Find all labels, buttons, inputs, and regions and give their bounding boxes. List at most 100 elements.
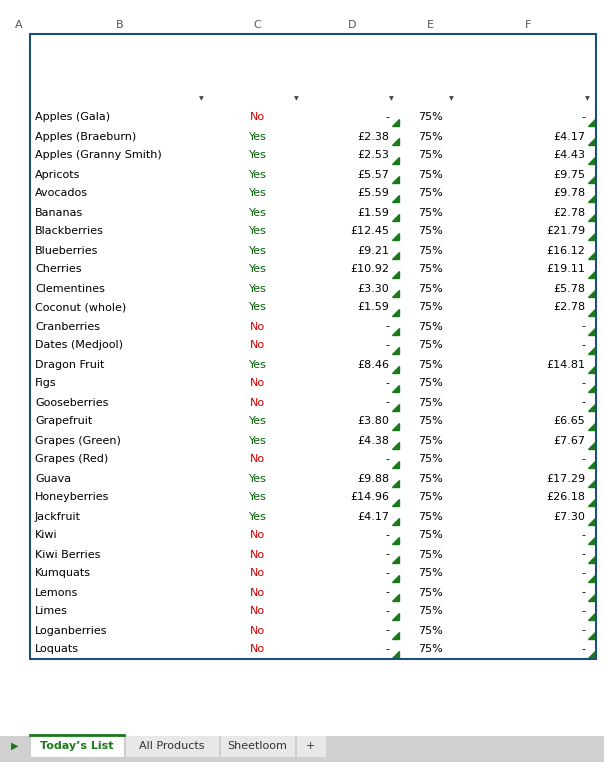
Bar [305, 450, 400, 469]
Bar [446, 94, 457, 104]
Bar [305, 203, 400, 222]
Text: Jackfruit: Jackfruit [35, 511, 81, 521]
Text: £9.88: £9.88 [357, 473, 389, 484]
Text: -: - [385, 379, 389, 389]
Bar [460, 34, 596, 90]
Bar [460, 545, 596, 564]
Bar [305, 108, 400, 127]
Text: £1.59: £1.59 [357, 207, 389, 217]
Text: Cherries: Cherries [35, 264, 82, 274]
Bar [210, 355, 305, 374]
Bar [210, 488, 305, 507]
Text: ▼: ▼ [585, 97, 590, 101]
Text: Apples (Gala): Apples (Gala) [35, 113, 110, 123]
Polygon shape [392, 537, 399, 544]
Polygon shape [588, 138, 595, 145]
Bar [210, 34, 305, 90]
Bar [30, 526, 210, 545]
Polygon shape [588, 423, 595, 430]
Text: 75%: 75% [417, 132, 442, 142]
Text: 75%: 75% [417, 322, 442, 331]
Text: No: No [250, 607, 265, 616]
Bar [460, 90, 596, 108]
Bar [8, 17, 30, 34]
Bar [400, 526, 460, 545]
Text: £7.30: £7.30 [553, 511, 585, 521]
Text: £16.12: £16.12 [546, 245, 585, 255]
Bar [305, 393, 400, 412]
Bar [460, 260, 596, 279]
Bar [8, 279, 30, 298]
Text: £2.78: £2.78 [553, 303, 585, 312]
Bar [400, 374, 460, 393]
Bar [210, 146, 305, 165]
Text: £17.29: £17.29 [546, 473, 585, 484]
Polygon shape [392, 575, 399, 582]
Bar [210, 127, 305, 146]
Polygon shape [588, 651, 595, 658]
Text: Kiwi: Kiwi [35, 530, 57, 540]
Bar [30, 34, 210, 90]
Text: Loganberries: Loganberries [35, 626, 108, 636]
Text: £9.21: £9.21 [357, 245, 389, 255]
Text: £5.57: £5.57 [357, 169, 389, 180]
Text: B: B [116, 21, 124, 30]
Polygon shape [588, 347, 595, 354]
Bar [460, 108, 596, 127]
Polygon shape [588, 214, 595, 221]
Bar [8, 260, 30, 279]
Text: Grapefruit: Grapefruit [35, 417, 92, 427]
Polygon shape [588, 537, 595, 544]
Bar [8, 488, 30, 507]
Text: 75%: 75% [417, 151, 442, 161]
Bar [305, 507, 400, 526]
Polygon shape [392, 613, 399, 620]
Polygon shape [392, 157, 399, 164]
Bar [8, 621, 30, 640]
Text: 75%: 75% [417, 113, 442, 123]
Bar [305, 602, 400, 621]
Bar [30, 279, 210, 298]
Text: Wholesale: Wholesale [318, 47, 387, 60]
Text: £21.79: £21.79 [546, 226, 585, 236]
Bar [210, 203, 305, 222]
Bar [305, 222, 400, 241]
Bar [30, 412, 210, 431]
Polygon shape [588, 385, 595, 392]
Bar [305, 431, 400, 450]
Polygon shape [588, 157, 595, 164]
Text: Price (kg): Price (kg) [320, 62, 385, 75]
Polygon shape [588, 594, 595, 601]
Text: Yes: Yes [249, 360, 266, 370]
Bar [400, 412, 460, 431]
Bar [8, 355, 30, 374]
Bar [460, 184, 596, 203]
Bar [400, 17, 460, 34]
Polygon shape [392, 556, 399, 563]
Bar [295, 735, 326, 757]
Bar [30, 469, 210, 488]
Bar [400, 146, 460, 165]
Text: Honeyberries: Honeyberries [35, 492, 109, 502]
Bar [460, 374, 596, 393]
Bar [30, 450, 210, 469]
Polygon shape [392, 290, 399, 297]
Text: C: C [254, 21, 262, 30]
Bar [210, 298, 305, 317]
Polygon shape [392, 119, 399, 126]
Bar [460, 17, 596, 34]
Text: 75%: 75% [417, 417, 442, 427]
Bar [460, 127, 596, 146]
Text: -: - [581, 113, 585, 123]
Bar [400, 564, 460, 583]
Text: -: - [581, 379, 585, 389]
Text: Yes: Yes [249, 188, 266, 198]
Bar [305, 545, 400, 564]
Bar [460, 450, 596, 469]
Bar [8, 317, 30, 336]
Text: Guava: Guava [35, 473, 71, 484]
Bar [400, 279, 460, 298]
Text: Retail: Retail [509, 47, 547, 60]
Text: No: No [250, 568, 265, 578]
Polygon shape [392, 518, 399, 525]
